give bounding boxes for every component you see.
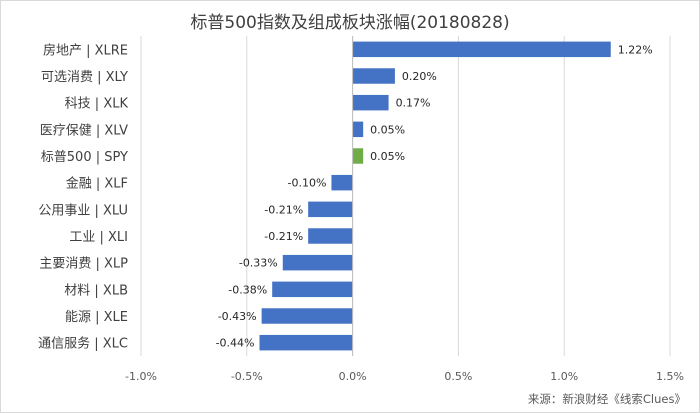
category-label: 可选消费 | XLY [41, 70, 128, 85]
x-tick-label: 1.5% [656, 370, 684, 383]
axes: -1.0% -0.5% 0.0% 0.5% 1.0% 1.5% [125, 36, 684, 383]
bar [259, 334, 353, 351]
bar [282, 254, 353, 271]
bar [308, 228, 353, 244]
category-label: 主要消费 | XLP [39, 257, 128, 272]
x-tick-label: -1.0% [125, 370, 157, 383]
data-label: 0.20% [402, 70, 437, 83]
x-tick-label: 0.5% [444, 370, 472, 383]
category-label: 公用事业 | XLU [38, 203, 128, 218]
bar [308, 201, 353, 218]
data-label: -0.43% [218, 310, 257, 323]
category-label: 能源 | XLE [65, 310, 128, 325]
chart-title: 标普500指数及组成板块涨幅(20180828) [190, 13, 510, 33]
category-label: 工业 | XLI [69, 230, 128, 245]
bars [259, 41, 611, 351]
source-note: 来源：新浪财经《线索Clues》 [527, 392, 686, 406]
category-label: 科技 | XLK [65, 97, 129, 112]
bar [352, 121, 364, 138]
data-label: 0.05% [370, 150, 405, 163]
labels: 房地产 | XLRE 1.22% 可选消费 | XLY 0.20% 科技 | XLK 0.… [38, 42, 653, 351]
data-label: -0.10% [288, 177, 327, 190]
data-label: -0.38% [228, 283, 267, 296]
bar [352, 68, 395, 84]
data-label: -0.33% [239, 257, 278, 270]
category-label: 材料 | XLB [64, 283, 128, 298]
category-label: 金融 | XLF [66, 176, 128, 192]
category-label: 房地产 | XLRE [43, 42, 128, 58]
data-label: -0.21% [264, 203, 303, 216]
x-tick-label: 1.0% [550, 370, 578, 383]
category-label: 标普500 | SPY [41, 150, 128, 165]
x-tick-label: -0.5% [231, 370, 263, 383]
data-label: 0.17% [396, 97, 431, 110]
data-label: 1.22% [618, 43, 653, 56]
bar [352, 94, 389, 111]
data-label: -0.21% [264, 230, 303, 243]
bar [261, 308, 353, 324]
category-label: 通信服务 | XLC [38, 336, 128, 352]
grid-lines [140, 36, 671, 356]
x-tick-label: 0.0% [339, 370, 367, 383]
data-label: 0.05% [370, 123, 405, 136]
bar [352, 148, 364, 164]
data-label: -0.44% [216, 337, 255, 350]
bar [331, 174, 353, 191]
bar [352, 41, 611, 58]
category-label: 医疗保健 | XLV [40, 123, 128, 138]
bar [272, 281, 353, 298]
